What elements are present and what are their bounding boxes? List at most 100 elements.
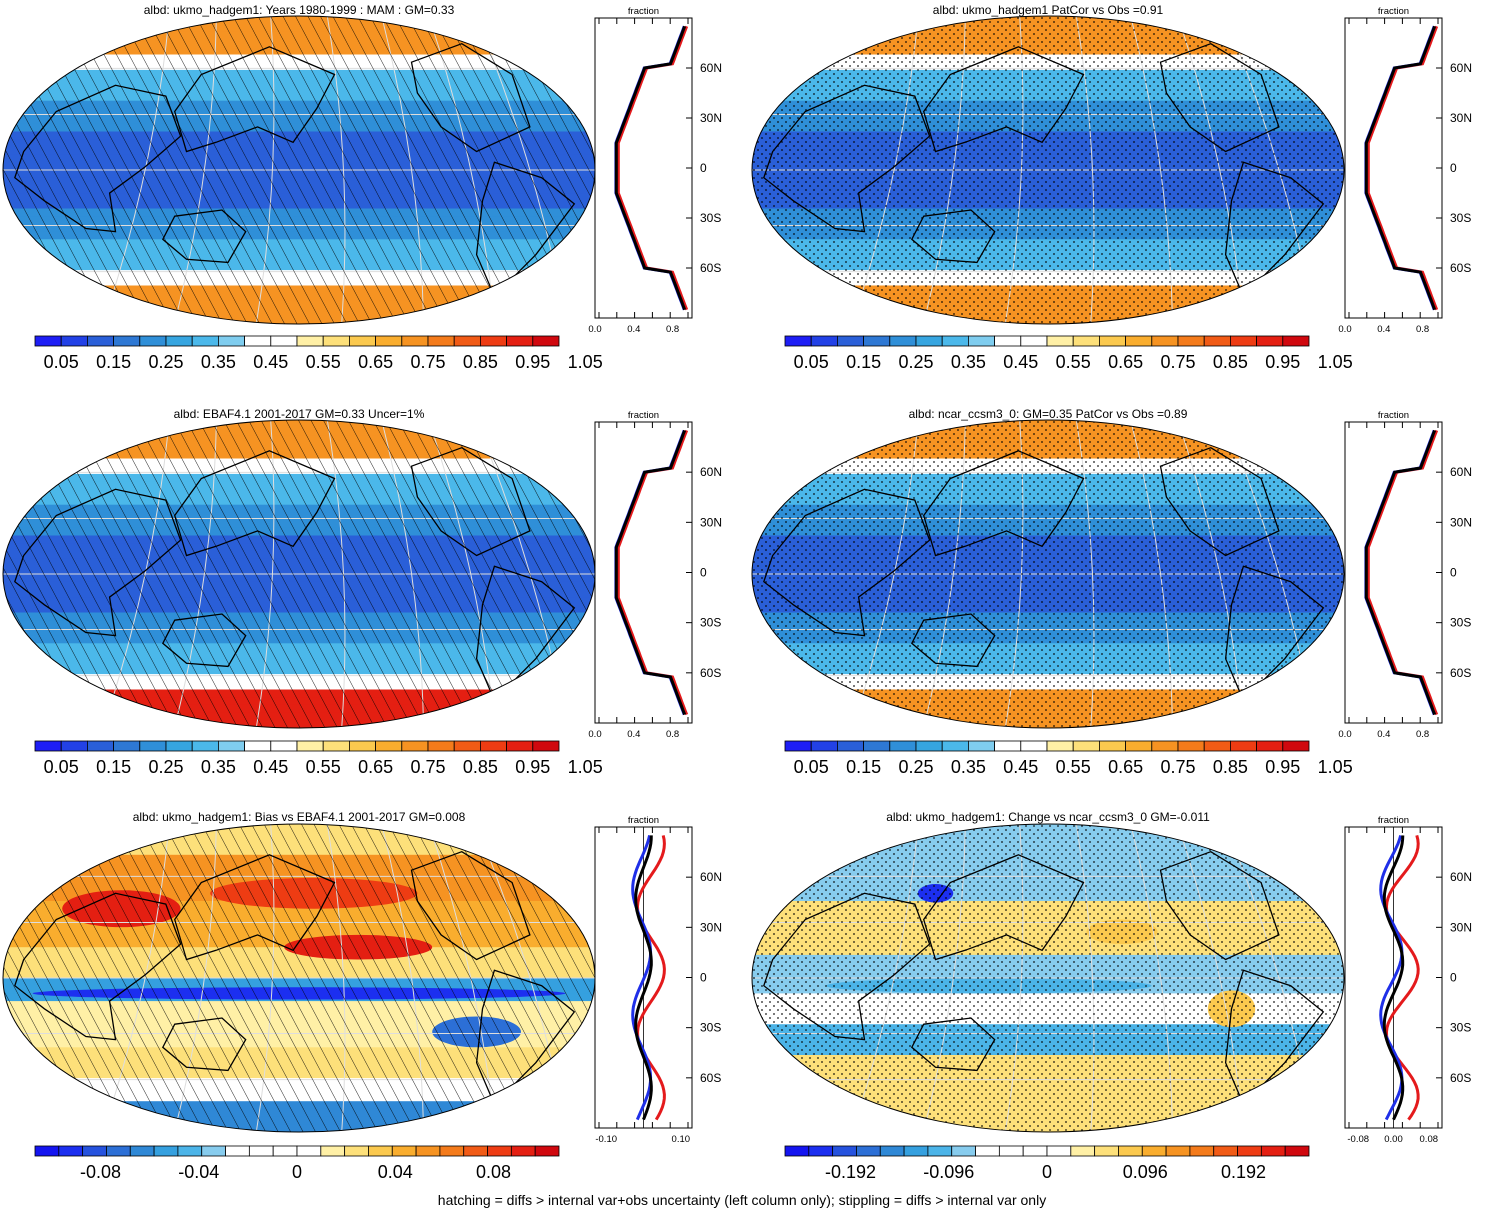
panel-title: albd: ukmo_hadgem1: Years 1980-1999 : MA… [144,3,455,17]
zonal-xtick: 0.4 [1377,729,1390,740]
colorbar-label: 0.15 [96,352,131,372]
zonal-xtick: -0.10 [595,1134,617,1145]
colorbar-label: 0.95 [515,352,550,372]
colorbar-swatch [322,335,350,347]
colorbar-label: 0.85 [1213,352,1248,372]
colorbar-label: -0.08 [80,1162,121,1182]
zonal-lat-label: 60N [1450,61,1472,75]
zonal-xtick: 0.08 [1420,1134,1439,1145]
colorbar-label: 1.05 [568,352,603,372]
zonal-xtick: 0.4 [627,729,640,740]
colorbar-swatch [951,1145,976,1157]
zonal-header: fraction [1378,410,1409,421]
colorbar-label: -0.096 [923,1162,974,1182]
colorbar-swatch [453,335,481,347]
zonal-lat-label: 30N [700,920,722,934]
colorbar-label: 0.65 [1108,757,1143,777]
colorbar-swatch [975,1145,1000,1157]
zonal-lat-label: 30S [700,1021,721,1035]
zonal-xtick: 0.0 [1338,729,1351,740]
colorbar-swatch [217,740,245,752]
panel-obs-climatology: albd: EBAF4.1 2001-2017 GM=0.33 Uncer=1%… [2,407,722,777]
zonal-xtick: -0.08 [1347,1134,1369,1145]
colorbar-swatch [60,335,88,347]
zonal-line-ref [614,429,687,716]
colorbar-swatch [1256,740,1284,752]
map-field [752,16,1344,324]
colorbar-swatch [427,740,455,752]
panel-title: albd: EBAF4.1 2001-2017 GM=0.33 Uncer=1% [174,407,425,421]
colorbar-label: 0.35 [201,352,236,372]
zonal-lat-label: 30S [1450,1021,1471,1035]
zonal-lat-label: 30S [1450,211,1471,225]
zonal-lat-label: 0 [1450,161,1457,175]
colorbar-swatch [368,1145,393,1157]
colorbar-swatch [1230,335,1258,347]
colorbar-label: 0.75 [410,352,445,372]
colorbar-swatch [375,335,403,347]
zonal-xtick: 0.4 [627,324,640,335]
colorbar-swatch [1046,1145,1072,1157]
map-border [751,823,1345,1133]
colorbar-swatch [1230,740,1258,752]
colorbar-swatch [191,740,219,752]
colorbar-swatch [177,1145,203,1157]
colorbar-swatch [1165,1145,1191,1157]
colorbar-swatch [1284,1145,1310,1157]
colorbar-swatch [915,335,943,347]
colorbar-swatch [34,1145,60,1157]
zonal-header: fraction [1378,815,1409,826]
colorbar-label: 0.75 [1160,757,1195,777]
colorbar-swatch [506,740,534,752]
zonal-lat-label: 60N [700,61,722,75]
colorbar-swatch [1151,740,1179,752]
colorbar-swatch [1177,335,1205,347]
colorbar-swatch [832,1145,857,1157]
zonal-lat-label: 30N [700,111,722,125]
colorbar-swatch [113,335,141,347]
colorbar-swatch [244,740,272,752]
zonal-mean-plot: fraction -0.10 0.10 60N 30N 0 30S 60S [594,815,722,1145]
colorbar-swatch [139,740,167,752]
colorbar-label: 0.35 [951,352,986,372]
colorbar-label: 0.05 [794,352,829,372]
zonal-line-ref [634,835,653,1121]
colorbar-swatch [941,740,969,752]
map-field [752,420,1344,728]
colorbar-swatch [837,335,865,347]
colorbar-label: 0.55 [1056,757,1091,777]
colorbar-label: 0.55 [306,352,341,372]
colorbar-swatch [415,1145,441,1157]
zonal-mean-plot: fraction -0.08 0.00 0.08 60N 30N 0 30S 60S [1344,815,1472,1145]
colorbar-swatch [1020,740,1048,752]
colorbar-swatch [915,740,943,752]
zonal-line-model [616,429,689,716]
colorbar-label: 0.95 [1265,757,1300,777]
zonal-lat-label: 0 [700,971,707,985]
colorbar-label: 1.05 [1318,352,1353,372]
zonal-lat-label: 30N [700,515,722,529]
colorbar-label: 0.25 [148,757,183,777]
colorbar-swatch [534,1145,560,1157]
zonal-lat-label: 60N [700,465,722,479]
zonal-xtick: 0.8 [666,729,679,740]
stippling-overlay [752,420,1344,728]
colorbar-swatch [348,335,376,347]
colorbar-swatch [1125,740,1153,752]
colorbar-swatch [808,1145,834,1157]
colorbar: 0.05 0.15 0.25 0.35 0.45 0.55 0.65 0.75 0.85 0.95… [784,335,1353,372]
zonal-line-model [616,25,689,311]
colorbar-label: 0.05 [794,757,829,777]
panel-title: albd: ukmo_hadgem1: Bias vs EBAF4.1 2001… [133,810,466,824]
colorbar-swatch [506,335,534,347]
colorbar-label: 0 [292,1162,302,1182]
colorbar-swatch [87,335,115,347]
colorbar-swatch [296,335,324,347]
colorbar-label: 0.15 [846,757,881,777]
panel-model-patcor: albd: ukmo_hadgem1 PatCor vs Obs =0.91 0.… [751,3,1472,372]
colorbar-swatch [889,335,917,347]
colorbar-swatch [401,335,429,347]
zonal-lat-label: 60N [1450,870,1472,884]
map-field [752,824,1344,1132]
colorbar-label: 0.95 [1265,352,1300,372]
